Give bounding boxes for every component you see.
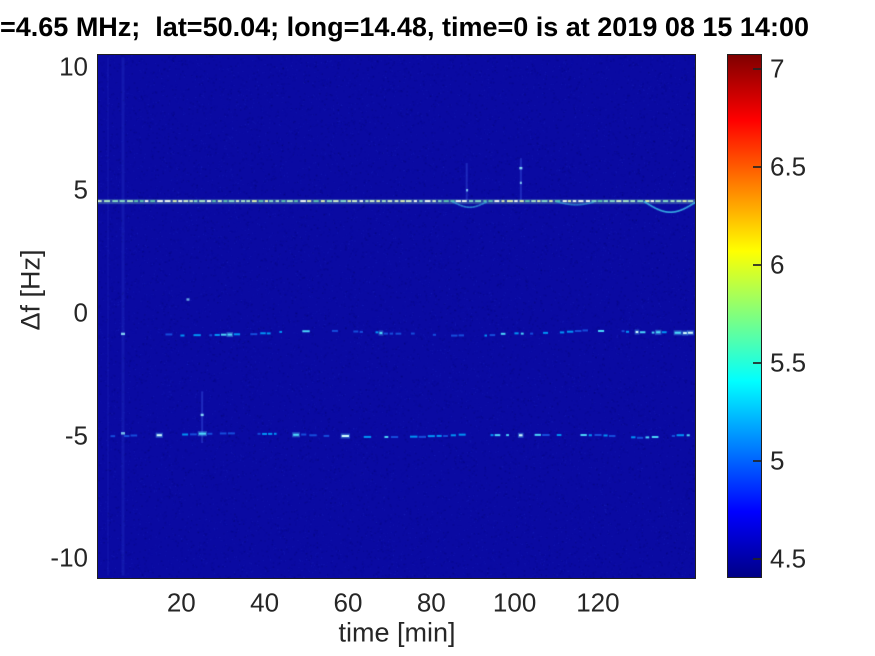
y-tick-label: -5 [64,420,88,451]
colorbar-tick-mark [753,558,761,561]
colorbar-tick-label: 6.5 [770,151,807,182]
colorbar-tick-mark [753,362,761,365]
y-tick-label: 5 [73,174,88,205]
colorbar-tick-label: 5 [770,445,785,476]
colorbar-tick-mark [753,165,761,168]
spectrogram-heatmap [98,55,695,578]
colorbar-tick-mark [753,263,761,266]
y-tick-label: 10 [59,51,88,82]
colorbar-tick-label: 7 [770,53,785,84]
y-tick-label: 0 [73,297,88,328]
x-tick-label: 100 [492,587,537,618]
colorbar [727,54,762,578]
x-tick-label: 60 [333,587,363,618]
x-tick-label: 80 [416,587,446,618]
x-tick-label: 40 [250,587,280,618]
x-tick-label: 20 [166,587,196,618]
colorbar-tick-label: 4.5 [770,543,807,574]
colorbar-tick-label: 6 [770,249,785,280]
x-tick-label: 120 [576,587,620,618]
x-axis-label: time [min] [338,617,456,648]
plot-area [97,54,696,579]
y-tick-label: -10 [50,542,88,573]
colorbar-tick-mark [753,67,761,70]
colorbar-tick-mark [753,460,761,463]
plot-title: =4.65 MHz; lat=50.04; long=14.48, time=0… [0,12,809,42]
colorbar-tick-label: 5.5 [770,347,807,378]
